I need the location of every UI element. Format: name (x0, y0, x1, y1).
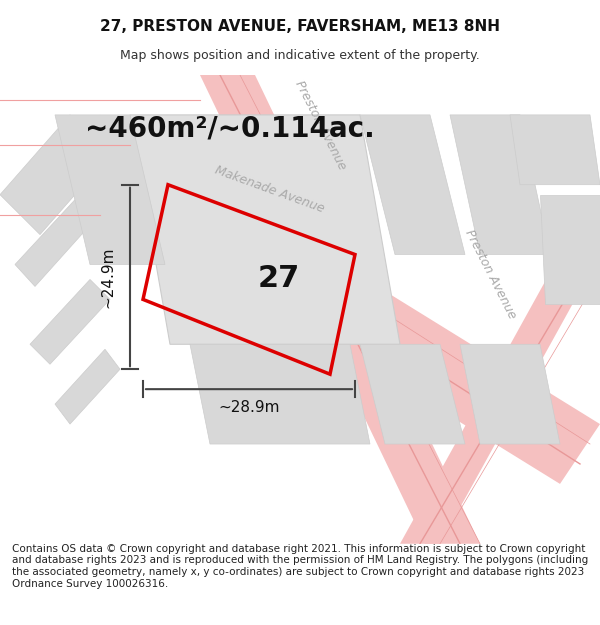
Text: Makenade Avenue: Makenade Avenue (214, 164, 326, 216)
Text: Preston Avenue: Preston Avenue (292, 78, 348, 172)
Text: 27, PRESTON AVENUE, FAVERSHAM, ME13 8NH: 27, PRESTON AVENUE, FAVERSHAM, ME13 8NH (100, 19, 500, 34)
Text: ~460m²/~0.114ac.: ~460m²/~0.114ac. (85, 115, 375, 143)
Text: Contains OS data © Crown copyright and database right 2021. This information is : Contains OS data © Crown copyright and d… (12, 544, 588, 589)
Polygon shape (60, 115, 600, 484)
Polygon shape (360, 115, 465, 254)
Polygon shape (400, 254, 600, 544)
Polygon shape (360, 344, 465, 444)
Text: Map shows position and indicative extent of the property.: Map shows position and indicative extent… (120, 49, 480, 62)
Polygon shape (460, 344, 560, 444)
Polygon shape (15, 199, 95, 286)
Text: 27: 27 (258, 264, 300, 292)
Polygon shape (130, 115, 400, 344)
Polygon shape (200, 75, 480, 544)
Polygon shape (540, 194, 600, 304)
Polygon shape (55, 115, 165, 264)
Polygon shape (30, 279, 110, 364)
Polygon shape (510, 115, 600, 185)
Polygon shape (0, 115, 110, 234)
Text: ~24.9m: ~24.9m (101, 246, 115, 308)
Text: ~28.9m: ~28.9m (218, 399, 280, 414)
Polygon shape (450, 115, 550, 254)
Polygon shape (55, 349, 120, 424)
Text: Preston Avenue: Preston Avenue (462, 228, 518, 321)
Polygon shape (190, 344, 370, 444)
